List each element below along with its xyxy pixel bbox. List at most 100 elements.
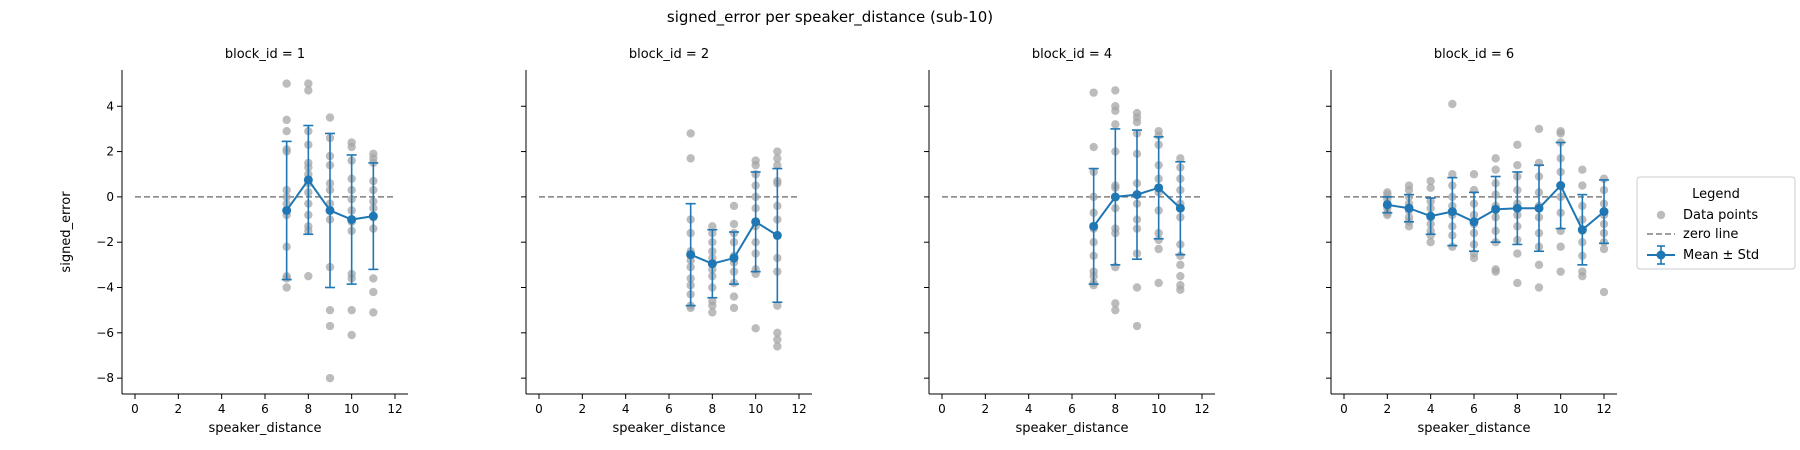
data-point	[773, 160, 782, 170]
mean-marker	[751, 217, 761, 227]
data-point	[369, 308, 378, 317]
mean-marker	[1132, 190, 1142, 200]
legend-swatch-mean	[1647, 245, 1675, 265]
panel-title: block_id = 1	[225, 47, 305, 62]
data-point	[1599, 287, 1609, 297]
data-point	[325, 113, 335, 122]
data-point	[282, 126, 291, 136]
data-point	[369, 274, 378, 283]
mean-marker	[1404, 203, 1414, 213]
mean-marker	[1534, 203, 1544, 213]
data-point	[1513, 140, 1522, 149]
data-point	[1448, 242, 1457, 251]
data-point	[369, 287, 378, 297]
data-point	[1176, 251, 1185, 260]
x-tick-label: 6	[1470, 402, 1478, 416]
data-point	[686, 129, 695, 138]
mean-marker	[1110, 192, 1120, 202]
data-point	[1534, 283, 1544, 292]
data-point	[1132, 283, 1142, 292]
x-tick-label: 12	[1194, 402, 1209, 416]
panel-title: block_id = 4	[1032, 47, 1112, 62]
legend-label: zero line	[1683, 227, 1738, 242]
data-point	[1513, 249, 1522, 258]
data-point	[1513, 160, 1522, 170]
data-point	[729, 303, 739, 313]
y-tick-label: −6	[96, 326, 114, 340]
data-point	[773, 328, 782, 338]
mean-marker	[1556, 181, 1566, 191]
data-point	[686, 154, 695, 163]
data-point	[325, 321, 335, 331]
mean-marker	[325, 205, 335, 215]
data-point	[1556, 129, 1565, 138]
panel-title: block_id = 2	[629, 47, 709, 62]
x-axis-label: speaker_distance	[613, 421, 726, 436]
x-tick-label: 10	[748, 402, 763, 416]
panel-2: block_id = 2 0 2 4 6 8 10 12 speaker_distance	[521, 47, 812, 436]
data-point	[1132, 117, 1142, 127]
data-point	[1111, 120, 1120, 129]
mean-marker	[1512, 203, 1522, 213]
data-point	[751, 324, 760, 333]
x-tick-label: 8	[1112, 402, 1120, 416]
mean-marker	[707, 259, 717, 269]
figure-title: signed_error per speaker_distance (sub-1…	[667, 8, 993, 27]
data-point	[347, 142, 356, 152]
x-tick-label: 10	[1553, 402, 1568, 416]
mean-marker	[1469, 217, 1479, 227]
data-point	[1176, 285, 1185, 294]
data-point	[773, 154, 782, 163]
x-tick-label: 10	[1151, 402, 1166, 416]
data-point	[304, 86, 313, 95]
x-tick-label: 8	[709, 402, 717, 416]
legend: Legend Data points zero line Mean ± Std	[1636, 176, 1796, 270]
data-point	[1426, 231, 1435, 240]
x-tick-label: 4	[1025, 402, 1033, 416]
legend-label: Data points	[1683, 208, 1758, 223]
data-point	[1154, 235, 1163, 245]
data-point	[1491, 154, 1500, 163]
data-point	[325, 373, 335, 383]
data-point	[1599, 174, 1609, 183]
x-tick-label: 2	[982, 402, 990, 416]
x-tick-label: 8	[305, 402, 313, 416]
mean-marker	[729, 253, 739, 263]
data-point	[773, 335, 782, 344]
y-tick-label: 4	[106, 99, 114, 113]
data-point	[773, 301, 782, 310]
x-tick-label: 0	[131, 402, 139, 416]
x-axis-label: speaker_distance	[1418, 421, 1531, 436]
x-tick-label: 0	[535, 402, 543, 416]
data-point	[1469, 253, 1479, 263]
data-point	[282, 79, 291, 88]
data-point	[1111, 106, 1120, 115]
panel-3: block_id = 4 0 2 4 6 8 10 12 speaker_distance	[924, 47, 1215, 436]
mean-marker	[1154, 183, 1164, 193]
data-point	[1534, 124, 1544, 134]
data-point	[1426, 176, 1435, 186]
data-point	[1154, 278, 1163, 288]
data-point	[729, 201, 739, 211]
mean-marker	[1382, 200, 1392, 210]
data-point	[708, 301, 717, 310]
legend-box	[1636, 176, 1796, 270]
data-point	[347, 330, 356, 340]
data-point	[1448, 170, 1457, 179]
y-tick-label: −4	[96, 281, 114, 295]
data-point	[1513, 278, 1522, 288]
data-point	[773, 147, 782, 156]
mean-marker	[686, 250, 696, 260]
data-point	[325, 305, 335, 315]
data-point	[1556, 242, 1565, 251]
data-point	[304, 79, 313, 88]
data-point	[1404, 185, 1414, 195]
mean-marker	[1491, 204, 1501, 214]
data-point	[708, 222, 717, 231]
data-point	[1599, 244, 1609, 254]
legend-swatch-points	[1656, 210, 1666, 220]
mean-marker	[368, 211, 378, 221]
mean-marker	[282, 205, 292, 215]
x-tick-label: 4	[1427, 402, 1435, 416]
data-point	[773, 342, 782, 351]
